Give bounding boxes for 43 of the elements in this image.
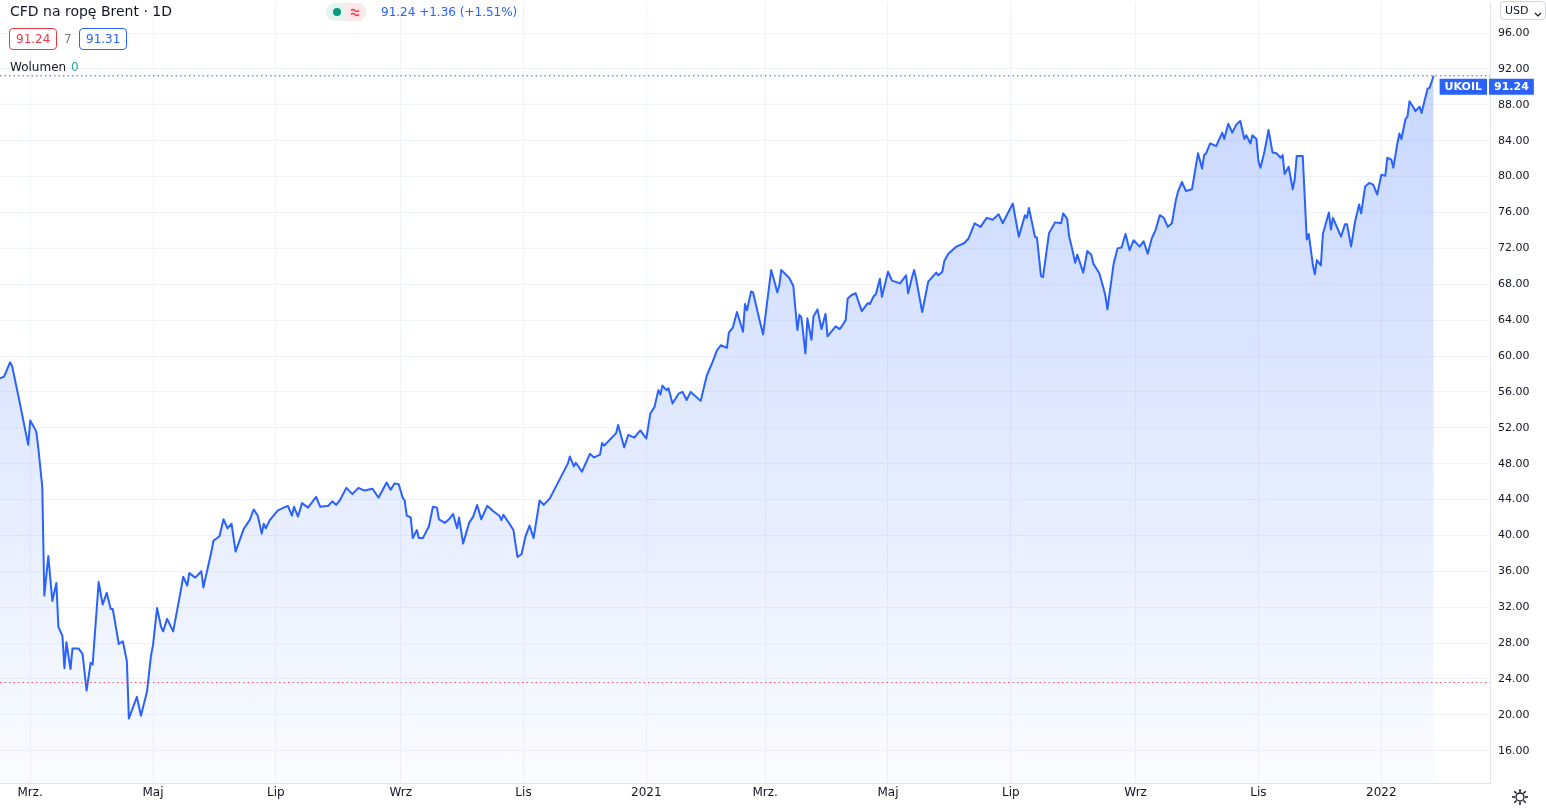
y-tick-label: 96.00 (1498, 25, 1530, 39)
annotation: 7 (64, 32, 72, 46)
y-tick-label: 76.00 (1498, 205, 1530, 219)
annotation: 0 (71, 60, 79, 74)
annotation: Wolumen (10, 60, 67, 74)
y-tick-label: 72.00 (1498, 241, 1530, 255)
y-tick-label: 16.00 (1498, 743, 1530, 757)
x-tick-label: Lip (1001, 785, 1020, 800)
y-tick-label: 80.00 (1498, 169, 1530, 183)
y-tick-label: 20.00 (1498, 707, 1530, 721)
y-tick-label: 40.00 (1498, 528, 1530, 542)
x-tick-label: Mrz. (752, 785, 778, 800)
y-tick-label: 84.00 (1498, 133, 1530, 147)
y-tick-label: 24.00 (1498, 671, 1530, 685)
x-tick-label: Lis (1250, 785, 1267, 800)
ref-line-label: 91.24 (1494, 79, 1530, 93)
x-tick-label: 2022 (1366, 785, 1397, 800)
x-tick-label: Lis (515, 785, 532, 800)
series-label: UKOIL (1444, 79, 1483, 93)
y-tick-label: 68.00 (1498, 277, 1530, 291)
x-tick-label: Maj (877, 785, 899, 800)
x-tick-label: Wrz (1124, 785, 1147, 800)
y-tick-label: 48.00 (1498, 456, 1530, 470)
annotation: 91.24 (9, 28, 58, 50)
x-tick-label: Wrz (389, 785, 412, 800)
y-tick-label: 88.00 (1498, 97, 1530, 111)
annotation: 91.31 (79, 28, 128, 50)
text: USD (1500, 1, 1546, 20)
y-tick-label: 52.00 (1498, 420, 1530, 434)
chart-subtitle: 91.24 +1.36 (+1.51%) (381, 5, 518, 19)
y-tick-label: 32.00 (1498, 600, 1530, 614)
y-tick-label: 60.00 (1498, 348, 1530, 362)
y-tick-label: 64.00 (1498, 313, 1530, 326)
y-tick-label: 92.00 (1498, 61, 1530, 75)
x-tick-label: Lip (267, 785, 285, 800)
x-tick-label: Maj (142, 785, 164, 800)
x-tick-label: Mrz. (17, 785, 43, 800)
y-tick-label: 28.00 (1498, 635, 1530, 649)
y-tick-label: 56.00 (1498, 384, 1530, 398)
y-tick-label: 36.00 (1498, 564, 1530, 578)
y-tick-label: 44.00 (1498, 492, 1530, 506)
chart-title: CFD na ropę Brent · 1D (10, 3, 172, 19)
x-tick-label: 2021 (631, 785, 662, 800)
